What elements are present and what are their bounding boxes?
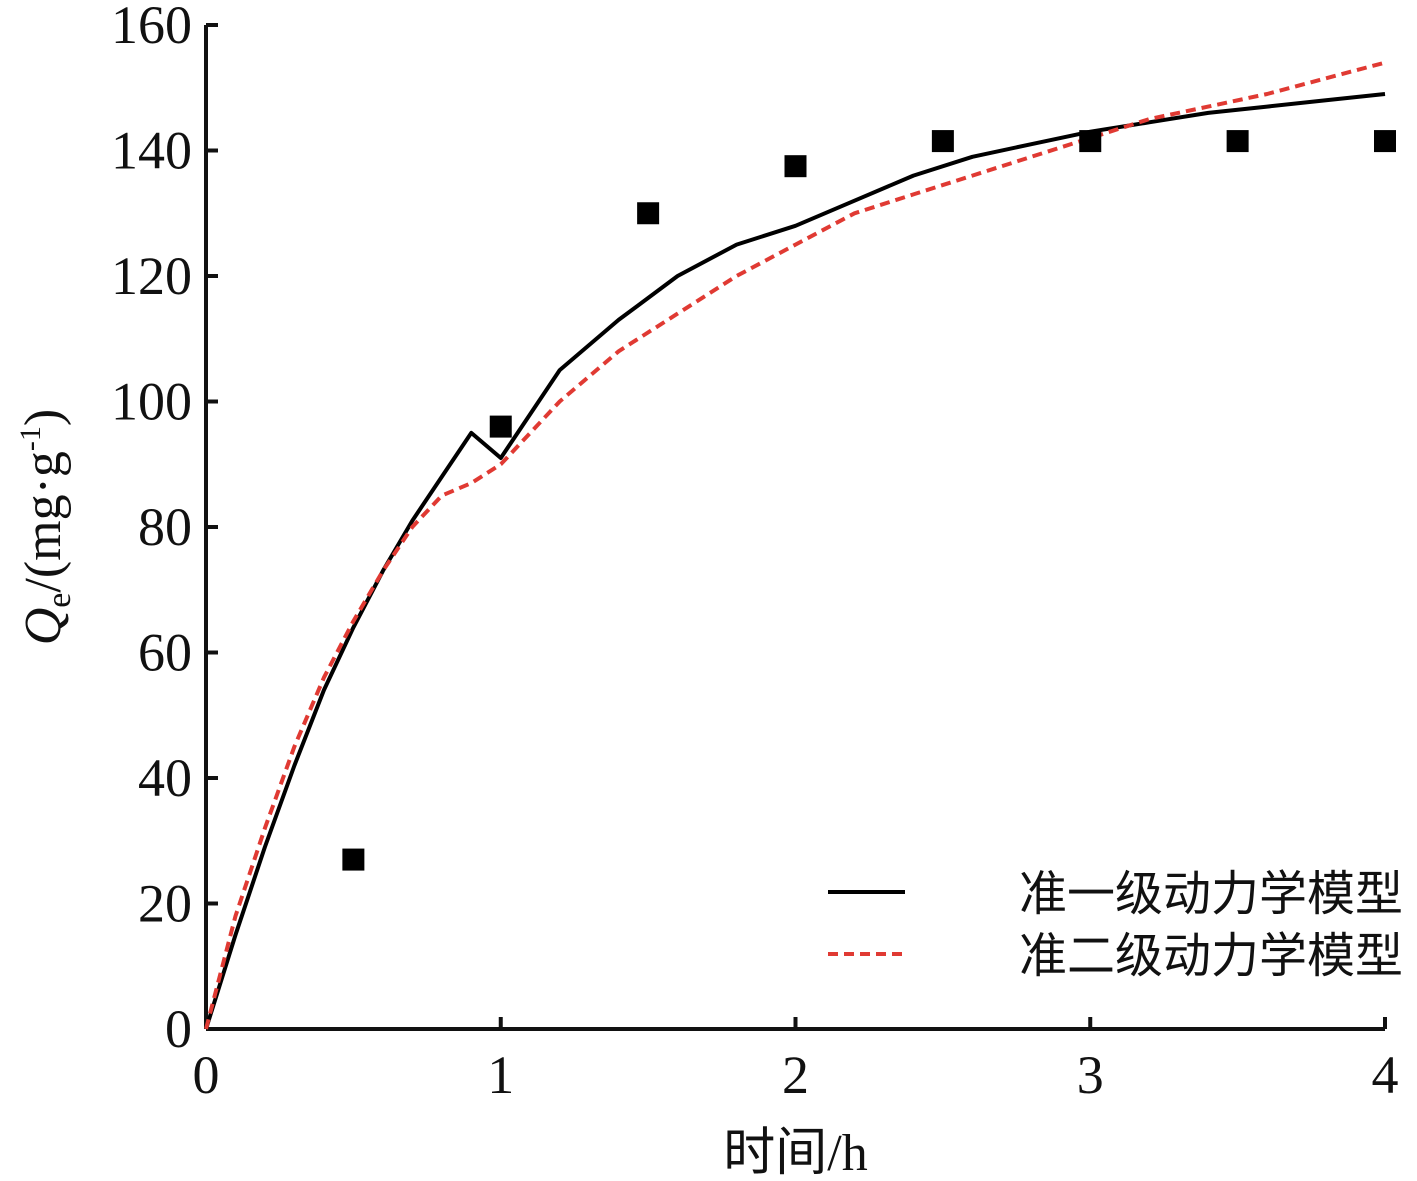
y-tick-label: 0 (165, 999, 192, 1059)
y-axis-symbol: Q (15, 608, 72, 646)
y-tick-label: 100 (111, 372, 192, 432)
legend-label-pso: 准二级动力学模型 (1019, 928, 1403, 984)
x-tick-label: 3 (1077, 1045, 1104, 1105)
axes: 0 20 40 60 80 100 120 140 160 0 1 2 3 4 时间/h Qe/(mg·g-1… (14, 0, 1399, 1181)
y-axis-unit: /(mg·g (15, 451, 72, 593)
y-tick-label: 20 (138, 874, 192, 934)
pfo-model-curve (204, 92, 1386, 1030)
observed-point (1374, 130, 1396, 153)
observed-point (637, 202, 660, 225)
y-axis-unit-exponent: -1 (14, 426, 47, 451)
observed-point (1226, 130, 1249, 153)
y-tick-label: 140 (111, 121, 192, 181)
legend-label-pfo: 准一级动力学模型 (1019, 866, 1403, 922)
x-axis-title: 时间/h (723, 1125, 867, 1181)
observed-point (931, 130, 954, 153)
observed-point (489, 415, 512, 438)
observed-point (784, 155, 807, 178)
y-tick-label: 120 (111, 246, 192, 306)
y-tick-label: 80 (138, 497, 192, 557)
y-tick-label: 40 (138, 748, 192, 808)
y-tick-label: 160 (111, 0, 192, 55)
x-tick-label: 0 (193, 1045, 220, 1105)
observed-point (342, 848, 365, 871)
x-tick-label: 1 (487, 1045, 514, 1105)
model-curves (204, 60, 1386, 1030)
observed-point (1079, 130, 1102, 153)
y-axis-title: Qe/(mg·g-1) (14, 409, 78, 646)
x-tick-label: 2 (782, 1045, 809, 1105)
y-axis-subscript: e (41, 593, 78, 608)
x-tick-label: 4 (1372, 1045, 1399, 1105)
y-axis-unit-close: ) (15, 409, 72, 426)
observed-points (342, 130, 1396, 871)
y-tick-label: 60 (138, 623, 192, 683)
pso-model-curve (204, 60, 1386, 1030)
